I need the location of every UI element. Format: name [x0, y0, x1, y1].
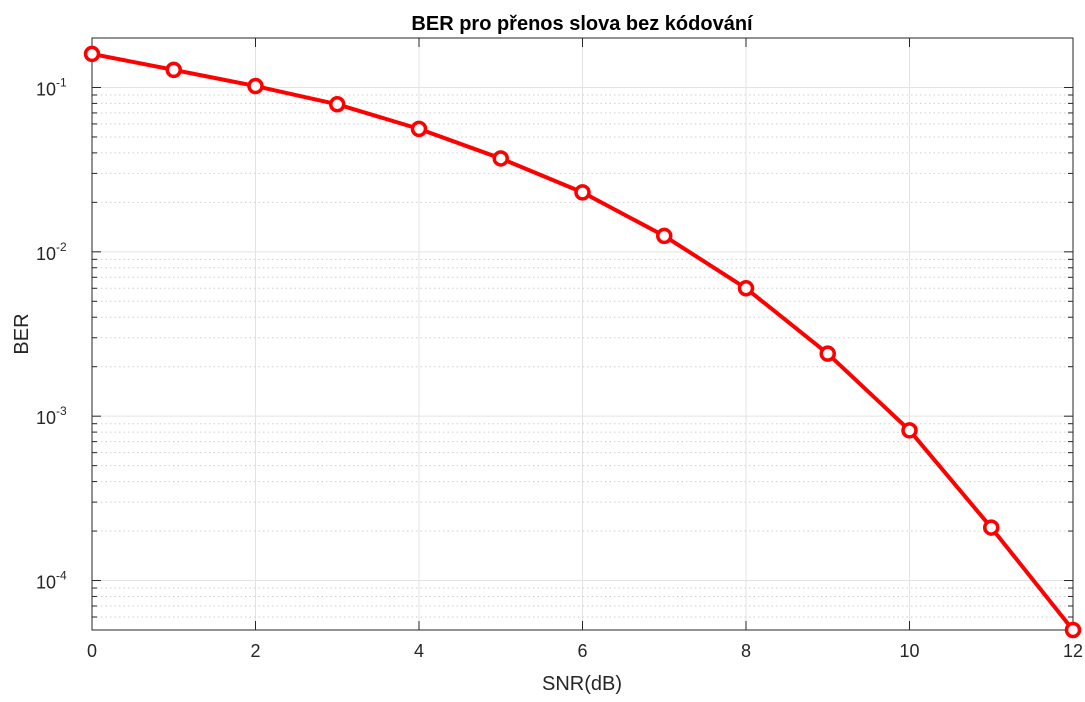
- data-point-marker: [574, 184, 591, 201]
- y-tick-label: 10-2: [36, 240, 67, 264]
- y-tick-label: 10-1: [36, 75, 67, 99]
- x-axis-title: SNR(dB): [542, 673, 622, 695]
- data-point-marker: [656, 227, 673, 245]
- series-layer: [83, 45, 1082, 639]
- axes-layer: [91, 37, 1074, 631]
- data-point-marker: [83, 45, 101, 63]
- data-point-marker: [983, 519, 1000, 536]
- data-point-marker: [492, 150, 509, 167]
- y-tick-label: 10-4: [36, 569, 67, 593]
- y-tick-label: 10-3: [36, 404, 67, 428]
- data-point-marker: [901, 422, 918, 439]
- x-tick-label: 4: [414, 641, 424, 661]
- x-tick-label: 10: [899, 641, 919, 661]
- data-point-marker: [410, 120, 428, 138]
- label-layer: 0 2 4 6 8 10 12 10-1 10-2 10-3 10-4: [36, 75, 1083, 661]
- chart-title: BER pro přenos slova bez kódování: [411, 13, 754, 35]
- data-point-marker: [819, 345, 836, 362]
- x-tick-label: 2: [250, 641, 260, 661]
- x-tick-label: 0: [87, 641, 97, 661]
- data-point-marker: [247, 77, 264, 95]
- y-axis-title: BER: [11, 313, 33, 354]
- x-tick-label: 6: [577, 641, 587, 661]
- x-tick-label: 12: [1063, 641, 1083, 661]
- data-point-marker: [165, 61, 182, 79]
- data-point-marker: [329, 96, 346, 113]
- x-tick-label: 8: [741, 641, 751, 661]
- data-point-marker: [737, 280, 755, 297]
- data-point-marker: [1064, 621, 1082, 639]
